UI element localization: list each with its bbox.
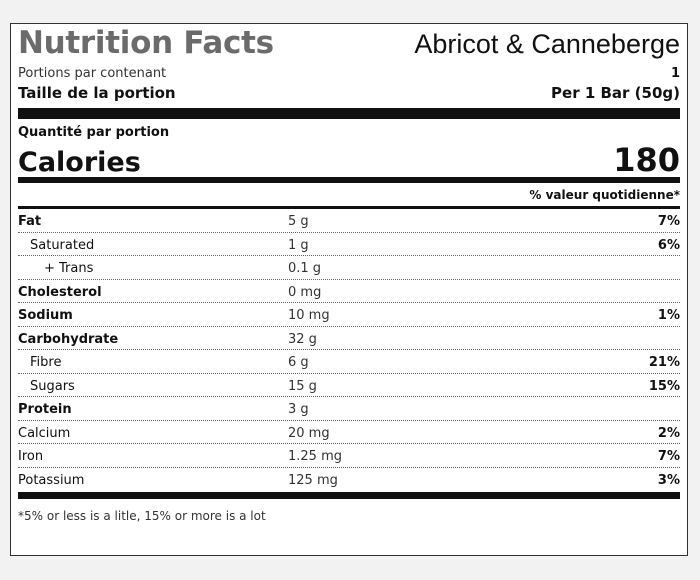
nutrient-name: Sugars bbox=[30, 378, 75, 394]
nutrition-facts-title: Nutrition Facts bbox=[18, 25, 274, 61]
nutrient-row-cholesterol: Cholesterol 0 mg bbox=[18, 280, 680, 303]
nutrient-name: Sodium bbox=[18, 308, 73, 323]
nutrient-name: Iron bbox=[18, 449, 44, 464]
serving-size-label: Taille de la portion bbox=[18, 84, 176, 102]
nutrient-amount: 15 g bbox=[288, 378, 317, 394]
nutrient-name: Calcium bbox=[18, 425, 71, 441]
nutrient-name: + Trans bbox=[44, 261, 94, 276]
nutrient-percent: 6% bbox=[657, 237, 680, 253]
nutrient-amount: 10 mg bbox=[288, 308, 330, 323]
nutrient-name: Fibre bbox=[30, 355, 62, 370]
thick-divider bbox=[18, 108, 680, 119]
nutrient-row-potassium: Potassium 125 mg 3% bbox=[18, 468, 680, 492]
nutrient-percent bbox=[600, 256, 680, 279]
nutrient-name: Cholesterol bbox=[18, 284, 102, 300]
nutrient-amount: 32 g bbox=[288, 331, 317, 347]
nutrient-amount: 0.1 g bbox=[288, 261, 322, 276]
nutrient-name: Potassium bbox=[18, 472, 85, 488]
nutrient-amount: 20 mg bbox=[288, 425, 330, 441]
nutrient-amount: 5 g bbox=[288, 214, 309, 229]
nutrient-percent bbox=[600, 397, 680, 420]
label-header: Nutrition Facts Abricot & Canneberge bbox=[18, 25, 680, 63]
nutrient-row-saturated: Saturated 1 g 6% bbox=[18, 233, 680, 256]
nutrient-row-fibre: Fibre 6 g 21% bbox=[18, 350, 680, 374]
amount-per-serving-label: Quantité par portion bbox=[18, 125, 170, 140]
nutrient-percent: 7% bbox=[657, 449, 680, 464]
nutrient-list: Fat 5 g 7% Saturated 1 g 6% + Trans 0.1 … bbox=[18, 209, 680, 491]
nutrient-name: Protein bbox=[18, 402, 72, 417]
nutrient-amount: 1 g bbox=[288, 237, 309, 253]
nutrient-percent: 15% bbox=[648, 378, 680, 394]
footnote: *5% or less is a litle, 15% or more is a… bbox=[18, 509, 266, 523]
nutrient-row-fat: Fat 5 g 7% bbox=[18, 209, 680, 233]
nutrient-row-protein: Protein 3 g bbox=[18, 397, 680, 421]
calories-row: Calories 180 bbox=[18, 141, 680, 179]
nutrient-percent bbox=[600, 327, 680, 350]
nutrient-percent: 21% bbox=[648, 355, 680, 370]
nutrient-name: Fat bbox=[18, 214, 42, 229]
nutrient-percent: 3% bbox=[657, 472, 680, 488]
nutrient-row-sodium: Sodium 10 mg 1% bbox=[18, 303, 680, 327]
calories-value: 180 bbox=[613, 141, 680, 179]
servings-per-container-row: Portions par contenant 1 bbox=[18, 63, 680, 83]
nutrition-label: Nutrition Facts Abricot & Canneberge Por… bbox=[10, 23, 688, 556]
medium-divider bbox=[18, 177, 680, 183]
nutrient-amount: 1.25 mg bbox=[288, 449, 342, 464]
nutrient-percent: 2% bbox=[657, 425, 680, 441]
nutrient-row-sugars: Sugars 15 g 15% bbox=[18, 374, 680, 397]
serving-size-row: Taille de la portion Per 1 Bar (50g) bbox=[18, 83, 680, 105]
nutrient-amount: 6 g bbox=[288, 355, 309, 370]
serving-size-value: Per 1 Bar (50g) bbox=[551, 84, 680, 102]
product-name: Abricot & Canneberge bbox=[414, 29, 680, 59]
nutrient-row-calcium: Calcium 20 mg 2% bbox=[18, 421, 680, 444]
nutrient-amount: 3 g bbox=[288, 402, 309, 417]
nutrient-amount: 0 mg bbox=[288, 284, 322, 300]
nutrient-amount: 125 mg bbox=[288, 472, 338, 488]
nutrient-row-carbohydrate: Carbohydrate 32 g bbox=[18, 327, 680, 350]
calories-label: Calories bbox=[18, 147, 141, 178]
nutrient-row-trans: + Trans 0.1 g bbox=[18, 256, 680, 280]
servings-per-container-label: Portions par contenant bbox=[18, 66, 167, 81]
daily-value-header: % valeur quotidienne* bbox=[18, 183, 680, 209]
nutrient-percent: 7% bbox=[657, 214, 680, 229]
nutrient-percent bbox=[600, 280, 680, 303]
nutrient-row-iron: Iron 1.25 mg 7% bbox=[18, 444, 680, 468]
servings-per-container-value: 1 bbox=[670, 66, 680, 81]
nutrient-percent: 1% bbox=[657, 308, 680, 323]
bottom-divider bbox=[18, 492, 680, 499]
nutrient-name: Saturated bbox=[30, 237, 95, 253]
nutrient-name: Carbohydrate bbox=[18, 331, 119, 347]
